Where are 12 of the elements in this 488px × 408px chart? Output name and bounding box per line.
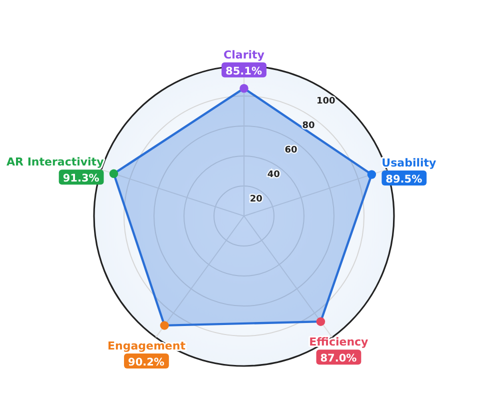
data-label: 87.0% bbox=[320, 352, 358, 365]
data-label: 89.5% bbox=[386, 174, 423, 186]
data-label: 91.3% bbox=[62, 172, 100, 185]
spoke-label: AR Interactivity bbox=[6, 156, 104, 169]
y-tick-label: 20 bbox=[250, 194, 262, 204]
data-label: 90.2% bbox=[128, 356, 165, 368]
y-tick-label: 100 bbox=[316, 96, 336, 107]
data-label: 85.1% bbox=[226, 65, 262, 78]
spoke-label: Clarity bbox=[224, 48, 264, 62]
y-tick-label: 80 bbox=[302, 121, 315, 132]
y-tick-label: 60 bbox=[284, 146, 298, 156]
y-tick-label: 40 bbox=[267, 170, 280, 180]
